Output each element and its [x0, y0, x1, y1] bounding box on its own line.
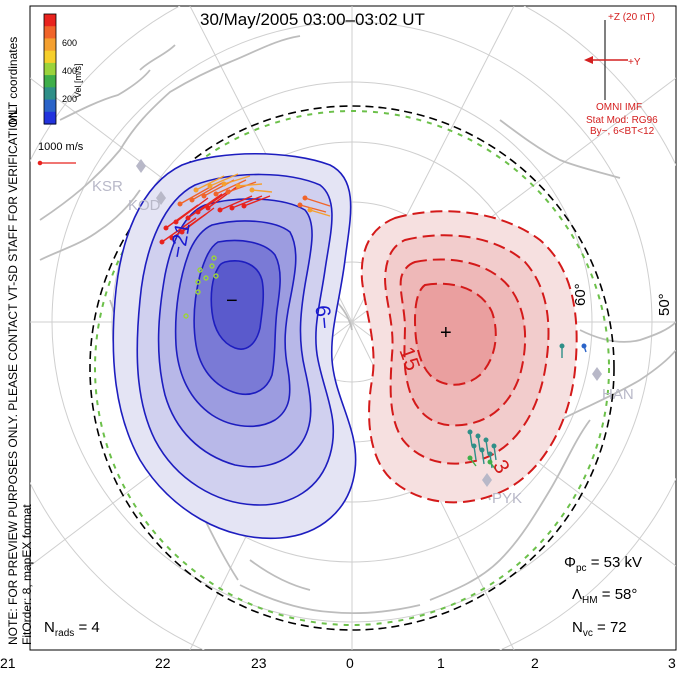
negative-potential-cell	[112, 153, 357, 540]
radar-sites	[136, 159, 602, 487]
radar-count: Nrads = 4	[44, 619, 100, 639]
mlt-tick-23: 23	[251, 655, 267, 671]
imf-model-line2: By−, 6<BT<12	[590, 126, 655, 137]
radar-marker-ksr	[136, 159, 146, 173]
colorbar-segment	[44, 62, 56, 76]
radar-marker-han	[592, 367, 602, 381]
vector-count: Nvc = 72	[572, 619, 627, 639]
mlt-tick-0: 0	[346, 655, 354, 671]
lambda-subscript: HM	[582, 595, 598, 606]
nrads-symbol: N	[44, 619, 55, 636]
hmb-boundary-green	[94, 110, 610, 626]
colorbar-frame	[43, 13, 57, 125]
mlt-tick-22: 22	[155, 655, 171, 671]
fit-order-note: FitOrder: 8, mapEX format	[20, 504, 34, 645]
colorbar-segment	[44, 87, 56, 101]
hmb-boundary-black	[89, 105, 615, 631]
lambda-symbol: Λ	[572, 586, 583, 603]
velocity-vectors	[159, 173, 587, 471]
colorbar-segment	[44, 99, 56, 113]
coordinates-label: MLT coordinates	[6, 36, 20, 125]
mlt-tick-21: 21	[0, 655, 16, 671]
imf-model-line1: Stat Mod: RG96	[586, 115, 658, 126]
imf-vector-arrowhead	[584, 56, 593, 64]
nvc-symbol: N	[572, 619, 583, 636]
colorbar-tick-200: 200	[62, 94, 78, 104]
imf-clock	[584, 20, 628, 100]
nvc-value: = 72	[597, 619, 627, 636]
colorbar-segment	[44, 14, 56, 27]
potential-minimum-marker: −	[226, 290, 238, 312]
radar-label-pyk: PYK	[492, 490, 523, 507]
nvc-subscript: vc	[582, 628, 593, 639]
page-title: 30/May/2005 03:00–03:02 UT	[200, 10, 425, 29]
radar-marker-kod	[156, 191, 166, 205]
colorbar-segment	[44, 26, 56, 39]
scale-vector-label: 1000 m/s	[38, 141, 84, 153]
cross-polar-potential: Φpc = 53 kV	[564, 554, 642, 574]
radar-label-ksr: KSR	[92, 178, 123, 195]
colorbar-segment	[44, 111, 56, 125]
radar-label-han: HAN	[602, 386, 634, 403]
scale-vector	[37, 160, 76, 166]
lambda-value: = 58°	[601, 586, 638, 603]
potential-maximum-marker: +	[440, 322, 452, 344]
imf-source: OMNI IMF	[596, 102, 643, 113]
imf-z-label: +Z (20 nT)	[608, 12, 655, 23]
imf-y-label: +Y	[628, 57, 641, 68]
mlt-tick-3: 3	[668, 655, 676, 671]
colorbar-segment	[44, 38, 56, 52]
radar-marker-pyk	[482, 473, 492, 487]
mlt-tick-1: 1	[437, 655, 445, 671]
latitude-label-50: 50°	[656, 293, 673, 316]
nrads-subscript: rads	[54, 628, 75, 639]
colorbar-tick-400: 400	[62, 66, 78, 76]
colorbar-segment	[44, 50, 56, 64]
positive-potential-cell	[360, 210, 578, 504]
verification-note: NOTE: FOR PREVIEW PURPOSES ONLY. PLEASE …	[6, 106, 20, 645]
contour-label-minus9: −9	[311, 304, 337, 330]
radar-label-kod: KOD	[128, 197, 161, 214]
phi-subscript: pc	[575, 563, 587, 574]
phi-symbol: Φ	[564, 554, 576, 571]
velocity-colorbar	[43, 13, 57, 125]
hmb-latitude: ΛHM = 58°	[572, 586, 637, 606]
phi-value: = 53 kV	[590, 554, 642, 571]
latitude-label-60: 60°	[572, 283, 589, 306]
colorbar-segment	[44, 75, 56, 88]
nrads-value: = 4	[78, 619, 100, 636]
mlt-tick-2: 2	[531, 655, 539, 671]
colorbar-tick-600: 600	[62, 38, 78, 48]
